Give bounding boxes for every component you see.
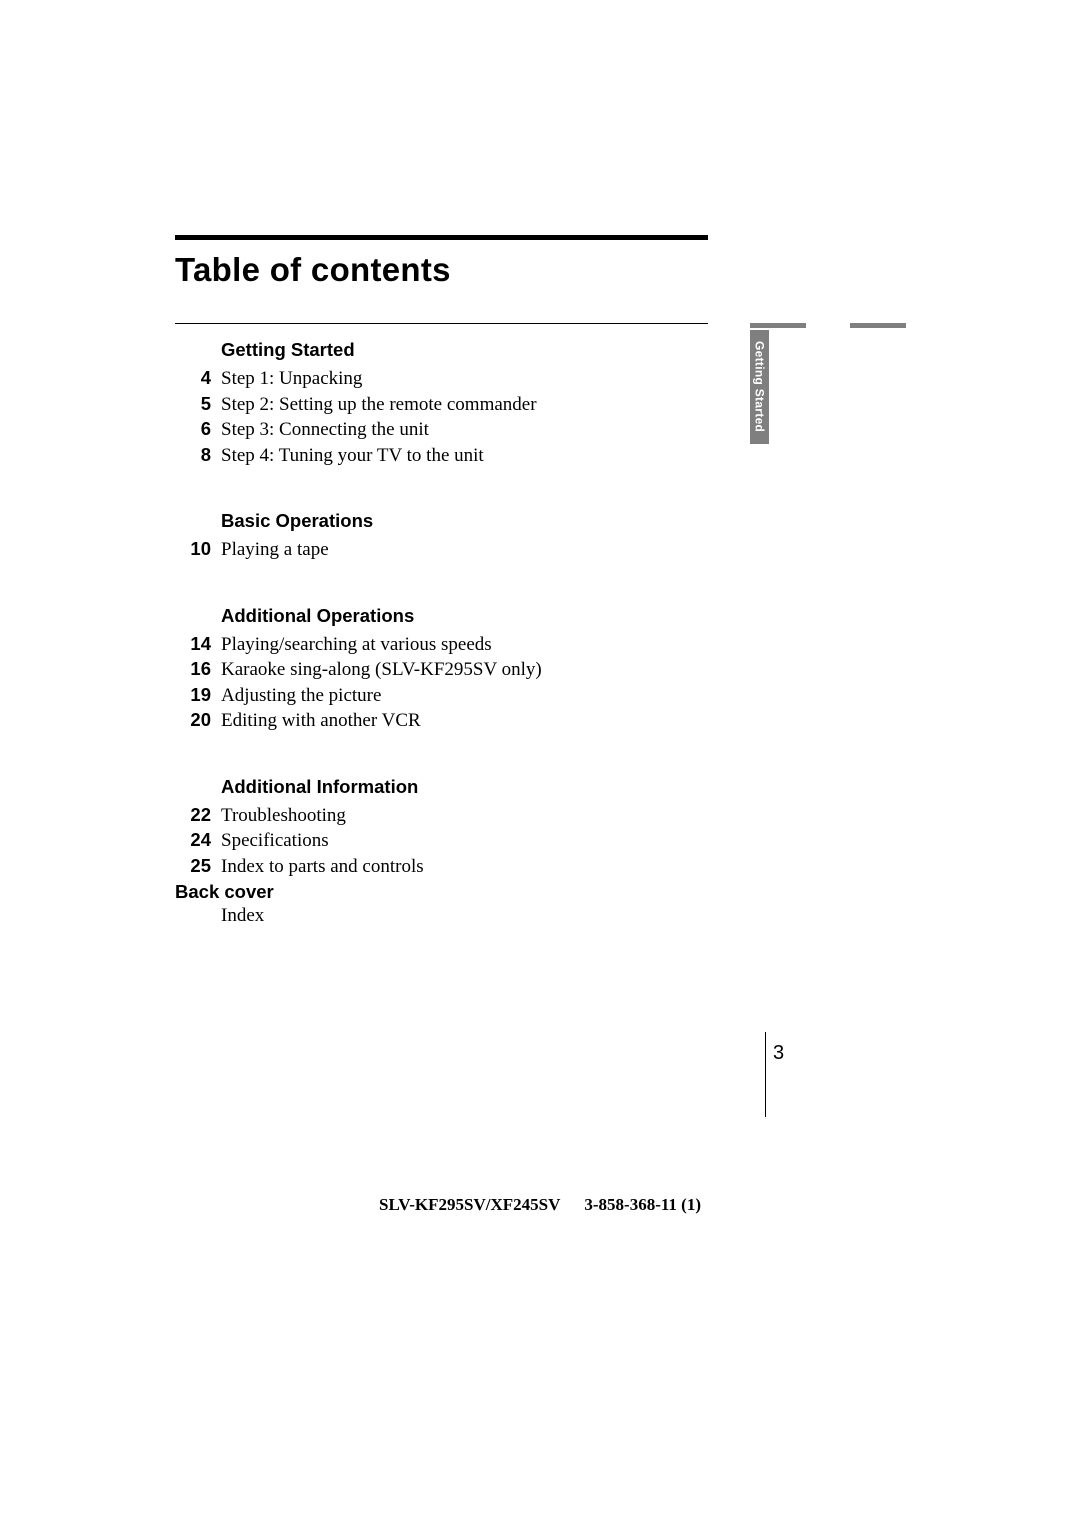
toc-item-text: Step 1: Unpacking [221,368,362,390]
toc-item-text: Troubleshooting [221,805,346,827]
toc-page-number: 22 [175,804,211,826]
toc-row: 25 Index to parts and controls [175,855,708,878]
toc-row: 24 Specifications [175,829,708,852]
toc-page-number: 6 [175,418,211,440]
section-heading-getting-started: Getting Started [221,339,708,361]
footer-code: 3-858-368-11 (1) [584,1195,701,1214]
page-title: Table of contents [175,251,451,289]
toc-row: 5 Step 2: Setting up the remote commande… [175,393,708,416]
toc-backcover-label: Back cover [175,881,274,903]
toc-row: 20 Editing with another VCR [175,709,708,732]
toc-page-number: 16 [175,658,211,680]
toc-item-text: Karaoke sing-along (SLV-KF295SV only) [221,659,542,681]
toc-row: 8 Step 4: Tuning your TV to the unit [175,444,708,467]
page-number-marker: 3 [765,1032,795,1117]
toc-item-text: Step 2: Setting up the remote commander [221,394,537,416]
toc-row-backcover: Back cover [175,881,708,903]
section-side-tab: Getting Started [750,330,769,444]
section-heading-additional-information: Additional Information [221,776,708,798]
toc-page-number: 10 [175,538,211,560]
toc-page-number: 5 [175,393,211,415]
toc-row: 14 Playing/searching at various speeds [175,633,708,656]
toc-row: 19 Adjusting the picture [175,684,708,707]
toc-row: Index [175,905,708,927]
toc-item-text: Adjusting the picture [221,685,381,707]
side-rule-segment [750,323,806,328]
toc-row: 6 Step 3: Connecting the unit [175,418,708,441]
toc-page-number: 19 [175,684,211,706]
toc-item-text: Step 4: Tuning your TV to the unit [221,445,484,467]
toc-page-number: 25 [175,855,211,877]
toc-item-text: Index to parts and controls [221,856,424,878]
side-rule-segment [850,323,906,328]
section-heading-additional-operations: Additional Operations [221,605,708,627]
footer: SLV-KF295SV/XF245SV 3-858-368-11 (1) [0,1195,1080,1215]
page-number: 3 [773,1042,784,1065]
thick-horizontal-rule [175,235,708,240]
toc-item-text: Playing/searching at various speeds [221,634,492,656]
toc-page-number: 14 [175,633,211,655]
section-heading-basic-operations: Basic Operations [221,510,708,532]
side-tab-label: Getting Started [753,341,767,432]
toc-item-text: Index [221,905,264,927]
toc-row: 4 Step 1: Unpacking [175,367,708,390]
footer-model: SLV-KF295SV/XF245SV [379,1195,560,1214]
toc-page-number: 8 [175,444,211,466]
toc-row: 16 Karaoke sing-along (SLV-KF295SV only) [175,658,708,681]
toc-row: 10 Playing a tape [175,538,708,561]
toc-item-text: Playing a tape [221,539,329,561]
table-of-contents: Getting Started 4 Step 1: Unpacking 5 St… [175,323,708,930]
toc-row: 22 Troubleshooting [175,804,708,827]
toc-item-text: Specifications [221,830,329,852]
toc-page-number: 20 [175,709,211,731]
toc-page-number: 4 [175,367,211,389]
toc-item-text: Step 3: Connecting the unit [221,419,429,441]
toc-page-number: 24 [175,829,211,851]
toc-item-text: Editing with another VCR [221,710,421,732]
